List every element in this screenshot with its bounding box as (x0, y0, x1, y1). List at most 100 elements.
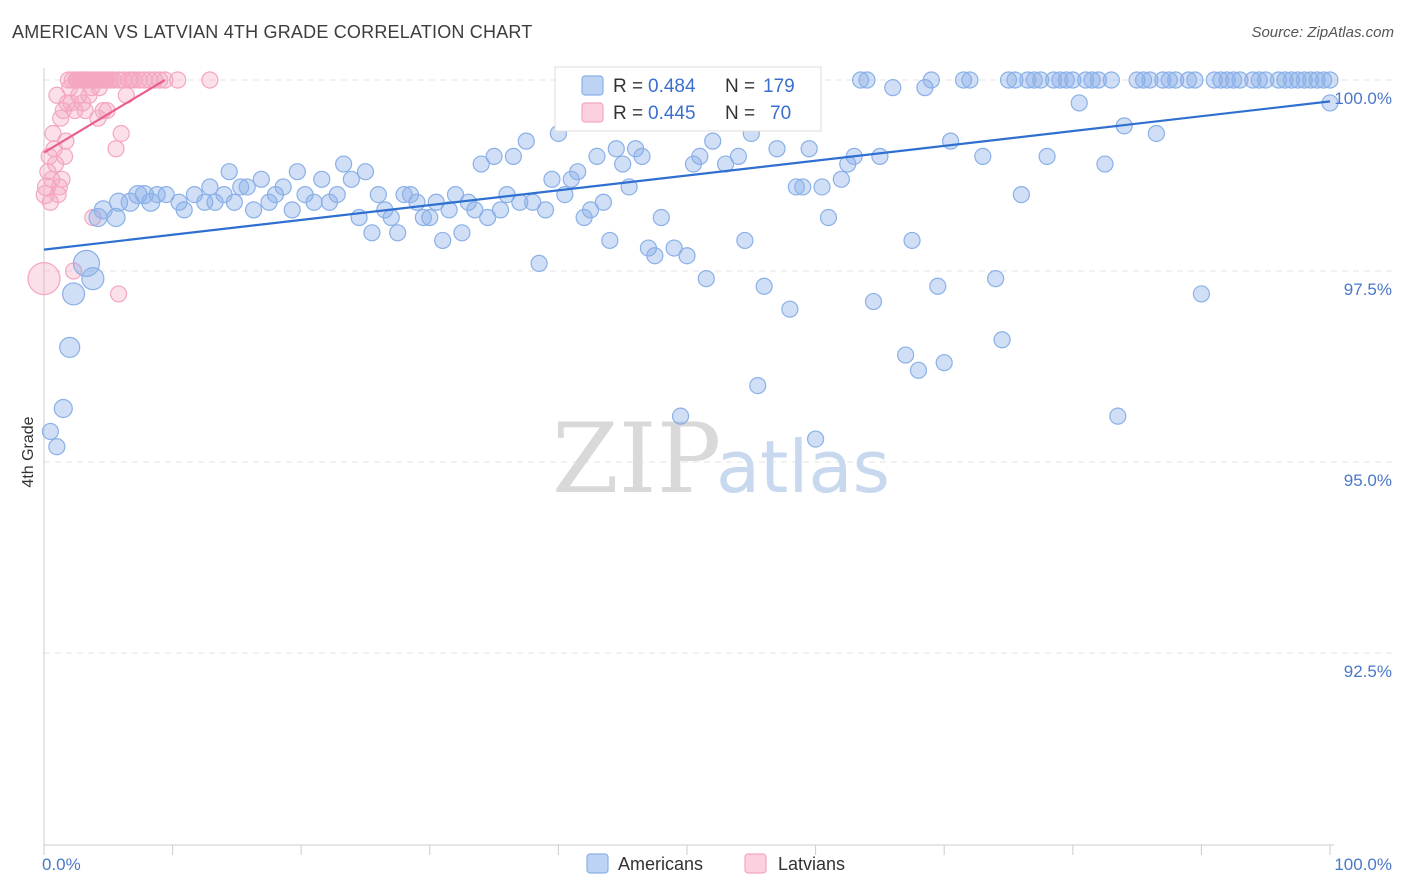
american-point-29 (252, 170, 270, 188)
american-point-28 (245, 201, 263, 219)
american-point-37 (313, 170, 331, 188)
american-point-88 (646, 247, 664, 265)
american-point-131 (993, 331, 1011, 349)
american-point-58 (453, 224, 471, 242)
latvians-points (27, 71, 219, 303)
american-point-66 (504, 147, 522, 165)
american-point-90 (665, 239, 683, 257)
american-point-148 (1102, 71, 1120, 89)
american-point-1 (48, 438, 66, 456)
american-point-154 (1147, 124, 1165, 143)
y-tick-label-3: 100.0% (1334, 89, 1392, 108)
series-legend: Americans Latvians (586, 853, 845, 874)
latvian-point-14 (53, 170, 71, 188)
watermark-zip: ZIP (552, 403, 721, 515)
american-point-2 (53, 398, 73, 419)
american-point-98 (729, 147, 748, 165)
american-point-99 (736, 231, 754, 250)
american-point-49 (395, 186, 413, 204)
latvians-swatch (581, 102, 604, 123)
american-point-70 (530, 254, 548, 272)
american-point-125 (935, 354, 953, 372)
american-point-147 (1096, 155, 1114, 173)
american-point-53 (421, 208, 439, 227)
american-point-144 (1077, 71, 1095, 89)
american-point-137 (1032, 71, 1050, 89)
american-point-123 (922, 71, 940, 89)
chart-source: Source: ZipAtlas.com (1251, 24, 1394, 41)
american-point-41 (342, 170, 360, 188)
american-point-95 (697, 270, 715, 288)
latvian-point-69 (109, 285, 128, 303)
american-trend-line (43, 100, 1331, 251)
american-point-120 (903, 231, 921, 250)
american-point-80 (594, 193, 613, 211)
american-point-16 (157, 186, 175, 204)
watermark-atlas: atlas (716, 425, 890, 509)
american-point-26 (232, 178, 250, 196)
chart-title: AMERICAN VS LATVIAN 4TH GRADE CORRELATIO… (12, 22, 533, 42)
american-point-168 (1257, 71, 1275, 89)
american-point-96 (704, 132, 722, 150)
american-point-92 (678, 247, 696, 265)
american-point-9 (106, 207, 126, 228)
american-point-27 (238, 178, 256, 196)
american-point-174 (1302, 71, 1320, 89)
latvian-point-55 (112, 124, 130, 143)
y-tick-label-0: 92.5% (1344, 662, 1392, 681)
american-point-145 (1083, 71, 1101, 89)
american-point-124 (929, 277, 947, 295)
american-point-109 (813, 178, 831, 196)
latvian-trend-line (43, 79, 166, 154)
american-point-142 (1064, 71, 1082, 89)
american-point-146 (1089, 71, 1108, 89)
american-point-114 (852, 71, 870, 89)
american-point-61 (472, 155, 490, 173)
american-point-117 (871, 147, 889, 165)
american-point-129 (974, 147, 992, 165)
american-point-161 (1205, 71, 1223, 89)
american-point-165 (1231, 71, 1249, 89)
american-point-3 (59, 336, 81, 358)
american-point-160 (1192, 285, 1211, 303)
american-point-45 (369, 186, 387, 204)
american-point-6 (81, 267, 105, 291)
americans-swatch (581, 75, 604, 96)
american-point-60 (466, 201, 484, 219)
american-point-82 (607, 140, 625, 158)
american-point-132 (999, 71, 1018, 89)
american-point-159 (1186, 71, 1204, 89)
american-point-39 (328, 186, 346, 204)
american-point-54 (427, 193, 445, 211)
american-point-24 (220, 163, 238, 181)
latvians-r-label: R = (613, 103, 643, 124)
american-point-40 (335, 155, 353, 173)
american-point-111 (832, 170, 850, 188)
american-point-52 (414, 208, 432, 227)
american-point-163 (1218, 71, 1236, 89)
american-point-118 (884, 79, 902, 97)
x-tick-label-1: 100.0% (1334, 855, 1392, 874)
american-point-10 (108, 192, 129, 212)
legend-latvians-swatch (744, 853, 767, 874)
americans-n-label: N = (725, 76, 755, 97)
american-point-13 (134, 185, 154, 205)
gridlines (44, 79, 1392, 654)
stats-legend: R = 0.484 N = 179 R = 0.445 N = 70 (554, 66, 822, 132)
legend-latvians-label: Latvians (778, 854, 845, 874)
american-point-48 (389, 224, 407, 242)
american-point-81 (601, 231, 619, 250)
american-point-4 (61, 282, 86, 306)
american-point-176 (1314, 71, 1333, 89)
y-axis-label: 4th Grade (20, 416, 37, 487)
american-point-162 (1212, 71, 1230, 89)
american-point-102 (755, 277, 773, 295)
american-point-36 (305, 193, 323, 211)
latvians-n-value: 70 (770, 103, 791, 124)
american-point-178 (1321, 71, 1339, 89)
trend-lines (43, 79, 1331, 251)
american-point-139 (1044, 71, 1063, 89)
american-point-25 (225, 193, 243, 211)
american-point-127 (954, 71, 973, 89)
latvians-n-label: N = (725, 103, 755, 124)
